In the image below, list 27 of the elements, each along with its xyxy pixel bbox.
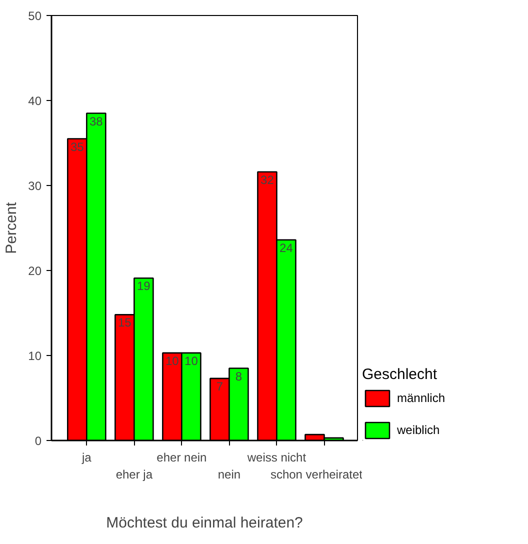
- y-tick-label: 30: [28, 179, 42, 193]
- x-tick-label: weiss nicht: [246, 450, 307, 464]
- legend-label: männlich: [397, 391, 446, 405]
- data-label: 10: [166, 354, 180, 368]
- x-tick-label: nein: [218, 467, 241, 482]
- y-tick-label: 0: [34, 434, 42, 448]
- data-label: 7: [216, 379, 224, 394]
- x-tick-label: ja: [80, 450, 92, 464]
- y-tick-label: 20: [28, 264, 42, 278]
- y-tick-label: 50: [28, 9, 42, 23]
- x-tick-label: eher nein: [156, 450, 207, 464]
- data-label: 19: [137, 279, 151, 294]
- data-label: 38: [89, 114, 104, 128]
- legend-label: weiblich: [397, 423, 440, 437]
- data-label: 15: [118, 316, 132, 330]
- x-tick-label: eher ja: [116, 467, 153, 482]
- y-tick-label: 40: [28, 94, 42, 108]
- data-label: 8: [235, 369, 242, 384]
- data-label: 10: [184, 354, 198, 368]
- data-label: 24: [280, 240, 294, 255]
- y-axis-title: Percent: [3, 201, 20, 254]
- legend-title: Geschlecht: [362, 366, 438, 383]
- y-tick-label: 10: [28, 349, 42, 363]
- x-axis-title: Möchtest du einmal heiraten?: [106, 514, 303, 532]
- x-tick-label: schon verheiratet: [270, 467, 364, 482]
- data-label: 35: [70, 140, 84, 154]
- data-label: 32: [260, 172, 274, 187]
